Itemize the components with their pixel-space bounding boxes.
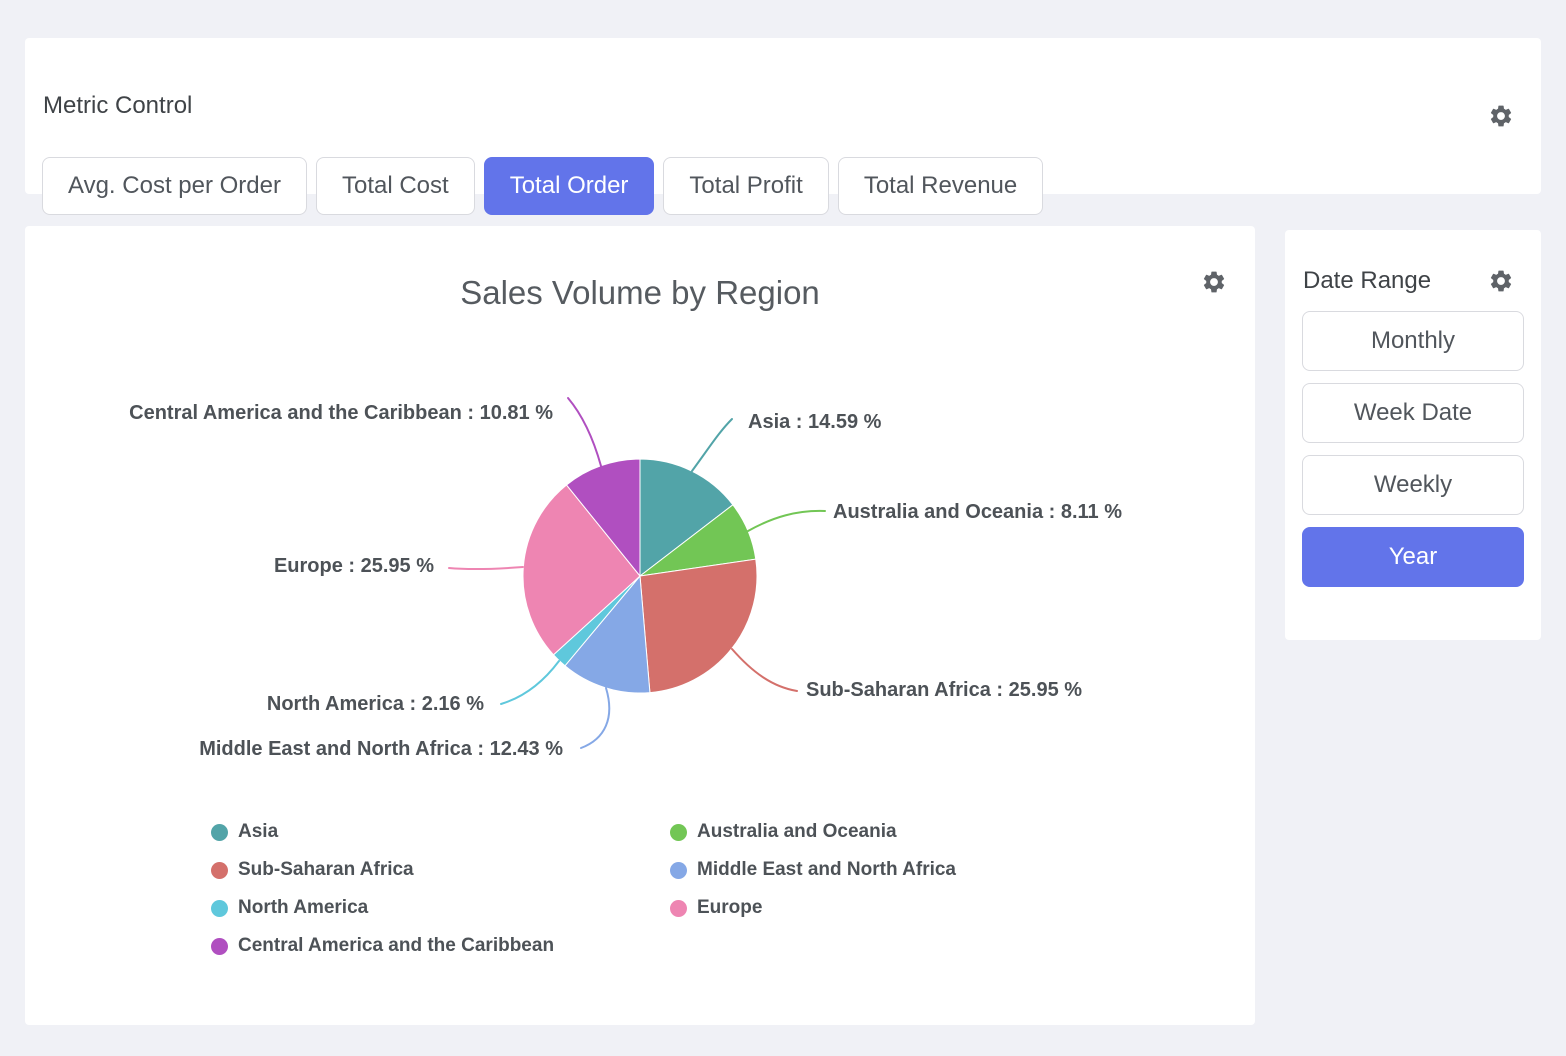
legend-item-central-america-and-the-caribbean[interactable]: Central America and the Caribbean: [211, 934, 670, 958]
leader-line-central-america-and-the-caribbean: [568, 398, 601, 466]
legend-dot-icon: [670, 900, 687, 917]
legend-label: Europe: [697, 897, 762, 919]
date-range-settings-gear-icon[interactable]: [1488, 268, 1514, 294]
legend-label: Central America and the Caribbean: [238, 935, 554, 957]
leader-line-europe: [449, 567, 523, 569]
settings-gear-icon[interactable]: [1488, 103, 1514, 129]
callout-north-america: North America : 2.16 %: [267, 693, 484, 715]
date-range-button-group: Monthly Week Date Weekly Year: [1302, 311, 1524, 587]
leader-line-sub-saharan-africa: [732, 649, 797, 691]
metric-button-avg-cost-per-order[interactable]: Avg. Cost per Order: [42, 157, 307, 215]
legend-label: Middle East and North Africa: [697, 859, 956, 881]
legend-item-middle-east-and-north-africa[interactable]: Middle East and North Africa: [670, 858, 956, 882]
callout-middle-east-and-north-africa: Middle East and North Africa : 12.43 %: [199, 738, 563, 760]
chart-legend: Asia Australia and Oceania Sub-Saharan A…: [211, 820, 956, 958]
leader-line-middle-east-and-north-africa: [581, 688, 609, 748]
legend-label: North America: [238, 897, 368, 919]
metric-button-total-order[interactable]: Total Order: [484, 157, 655, 215]
legend-item-australia-and-oceania[interactable]: Australia and Oceania: [670, 820, 956, 844]
metric-button-group: Avg. Cost per Order Total Cost Total Ord…: [42, 157, 1043, 215]
legend-label: Australia and Oceania: [697, 821, 897, 843]
callout-sub-saharan-africa: Sub-Saharan Africa : 25.95 %: [806, 679, 1082, 701]
sales-volume-chart-panel: Sales Volume by Region Asia : 14.59 % Au…: [25, 226, 1255, 1025]
callout-europe: Europe : 25.95 %: [274, 555, 434, 577]
date-range-button-year[interactable]: Year: [1302, 527, 1524, 587]
legend-dot-icon: [211, 900, 228, 917]
legend-item-europe[interactable]: Europe: [670, 896, 956, 920]
leader-line-north-america: [501, 661, 559, 704]
legend-dot-icon: [211, 938, 228, 955]
legend-dot-icon: [211, 824, 228, 841]
legend-item-north-america[interactable]: North America: [211, 896, 670, 920]
metric-button-total-cost[interactable]: Total Cost: [316, 157, 475, 215]
metric-control-panel: Metric Control Avg. Cost per Order Total…: [25, 38, 1541, 194]
date-range-panel: Date Range Monthly Week Date Weekly Year: [1285, 230, 1541, 640]
date-range-title: Date Range: [1303, 267, 1431, 295]
metric-control-title: Metric Control: [43, 92, 192, 120]
date-range-button-weekly[interactable]: Weekly: [1302, 455, 1524, 515]
callout-australia-and-oceania: Australia and Oceania : 8.11 %: [833, 501, 1122, 523]
leader-line-asia: [692, 419, 732, 471]
legend-dot-icon: [211, 862, 228, 879]
legend-label: Asia: [238, 821, 278, 843]
legend-item-asia[interactable]: Asia: [211, 820, 670, 844]
legend-label: Sub-Saharan Africa: [238, 859, 414, 881]
pie-chart: [523, 459, 757, 693]
callout-asia: Asia : 14.59 %: [748, 411, 882, 433]
legend-dot-icon: [670, 824, 687, 841]
legend-dot-icon: [670, 862, 687, 879]
metric-button-total-revenue[interactable]: Total Revenue: [838, 157, 1043, 215]
pie-slice-sub-saharan-africa[interactable]: [640, 559, 757, 692]
callout-central-america-and-the-caribbean: Central America and the Caribbean : 10.8…: [129, 402, 553, 424]
metric-button-total-profit[interactable]: Total Profit: [663, 157, 828, 215]
leader-line-australia-and-oceania: [748, 511, 825, 531]
date-range-button-monthly[interactable]: Monthly: [1302, 311, 1524, 371]
date-range-button-week-date[interactable]: Week Date: [1302, 383, 1524, 443]
legend-item-sub-saharan-africa[interactable]: Sub-Saharan Africa: [211, 858, 670, 882]
